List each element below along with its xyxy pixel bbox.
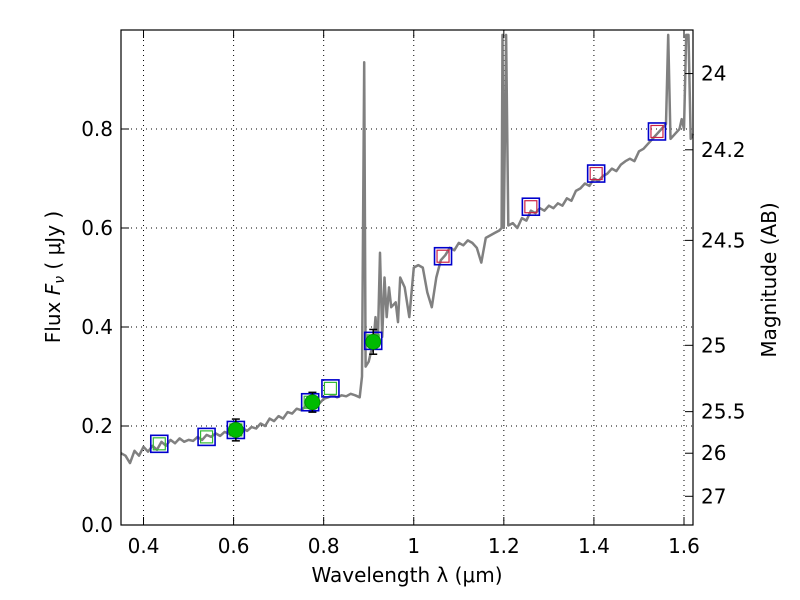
axis-ticks: 0.4 0.6 0.8 1 1.2 1.4 1.6 0.0 0.2 0.4 0.6 0.8 24 24.2… (81, 30, 746, 558)
model-square (149, 434, 169, 454)
y-axis-title-symbol: F (41, 283, 65, 295)
model-square (647, 122, 667, 141)
model-square (521, 197, 541, 217)
grid-lines (121, 30, 693, 526)
photometry-point (304, 394, 321, 411)
y-tick-label: 0.2 (81, 414, 113, 438)
y-axis-title-prefix: Flux (41, 295, 65, 343)
model-square-inner (589, 166, 603, 181)
model-square-inner (152, 437, 166, 451)
x-tick-label: 1.4 (578, 534, 610, 558)
model-square (321, 379, 340, 398)
y-axis-title: Flux Fν ( μJy ) (41, 211, 68, 343)
x-axis-title: Wavelength λ (μm) (311, 563, 502, 587)
y-tick-label: 0.6 (81, 216, 113, 240)
y-axis-title-unit: ( μJy ) (41, 211, 65, 276)
model-square (197, 427, 216, 447)
model-square (586, 164, 606, 183)
y-axis-title-subscript: ν (52, 276, 68, 284)
x-tick-label: 0.8 (308, 534, 340, 558)
x-tick-label: 1 (407, 534, 420, 558)
x-tick-label: 0.6 (218, 534, 250, 558)
y-tick-label: 0.8 (81, 117, 113, 141)
x-tick-label: 1.2 (488, 534, 520, 558)
right-tick-label: 25.5 (701, 400, 746, 424)
spectrum-line (120, 33, 695, 465)
right-tick-label: 24.2 (701, 138, 746, 162)
y-tick-label: 0.0 (81, 513, 113, 537)
plot-frame (120, 29, 694, 526)
right-tick-label: 26 (701, 441, 726, 465)
right-tick-label: 24 (701, 62, 726, 86)
y-tick-label: 0.4 (81, 315, 113, 339)
model-square-inner (323, 381, 338, 395)
photometry-point (227, 422, 244, 438)
right-axis-title: Magnitude (AB) (757, 202, 781, 357)
model-square-inner (436, 249, 450, 263)
x-tick-label: 0.4 (128, 534, 160, 558)
right-tick-label: 25 (701, 333, 726, 357)
model-square-inner (199, 430, 214, 444)
photometry-point (365, 333, 382, 350)
model-square-inner (650, 124, 664, 139)
marker-layer (149, 122, 667, 454)
x-tick-label: 1.6 (668, 534, 700, 558)
model-square-inner (524, 200, 538, 214)
model-square (433, 246, 453, 266)
right-tick-label: 24.5 (701, 228, 746, 252)
right-tick-label: 27 (701, 484, 726, 508)
